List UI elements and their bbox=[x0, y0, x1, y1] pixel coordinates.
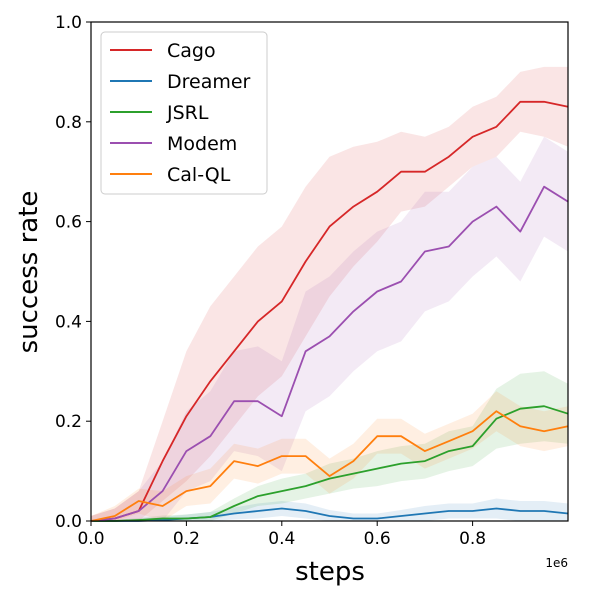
x-axis-ticks: 0.0 0.2 0.4 0.6 0.8 bbox=[77, 521, 486, 549]
y-tick-label: 0.2 bbox=[55, 412, 82, 432]
legend-label-jsrl: JSRL bbox=[166, 102, 209, 124]
plot-frame bbox=[90, 21, 569, 522]
x-tick-label: 0.2 bbox=[173, 529, 200, 549]
legend-label-cago: Cago bbox=[167, 40, 216, 62]
x-axis-title: steps bbox=[295, 557, 365, 587]
y-tick-label: 0.6 bbox=[55, 213, 82, 233]
legend-label-cal-ql: Cal-QL bbox=[167, 164, 231, 186]
band-modem bbox=[91, 136, 568, 522]
band-cago bbox=[91, 66, 568, 522]
y-tick-label: 1.0 bbox=[55, 13, 82, 33]
y-tick-label: 0.8 bbox=[55, 113, 82, 133]
legend: Cago Dreamer JSRL Modem Cal-QL bbox=[100, 31, 268, 195]
line-cago bbox=[90, 100, 569, 522]
legend-label-modem: Modem bbox=[167, 133, 237, 155]
y-axis-ticks: 0.0 0.2 0.4 0.6 0.8 1.0 bbox=[55, 13, 91, 532]
legend-frame bbox=[100, 31, 268, 195]
y-tick-label: 0.0 bbox=[55, 512, 82, 532]
line-cal-ql bbox=[90, 410, 569, 522]
confidence-bands bbox=[91, 66, 568, 522]
line-modem bbox=[90, 185, 569, 522]
line-dreamer bbox=[91, 507, 569, 522]
x-tick-label: 0.0 bbox=[77, 529, 104, 549]
x-tick-label: 0.4 bbox=[268, 529, 295, 549]
x-tick-label: 0.8 bbox=[459, 529, 486, 549]
y-axis-title: success rate bbox=[14, 191, 44, 354]
x-axis-offset-label: 1e6 bbox=[545, 556, 568, 570]
line-jsrl bbox=[91, 405, 569, 522]
series-lines bbox=[90, 100, 569, 522]
legend-label-dreamer: Dreamer bbox=[167, 71, 251, 93]
band-cal-ql bbox=[91, 391, 568, 521]
x-tick-label: 0.6 bbox=[364, 529, 391, 549]
y-tick-label: 0.4 bbox=[55, 312, 82, 332]
band-dreamer bbox=[91, 498, 568, 521]
